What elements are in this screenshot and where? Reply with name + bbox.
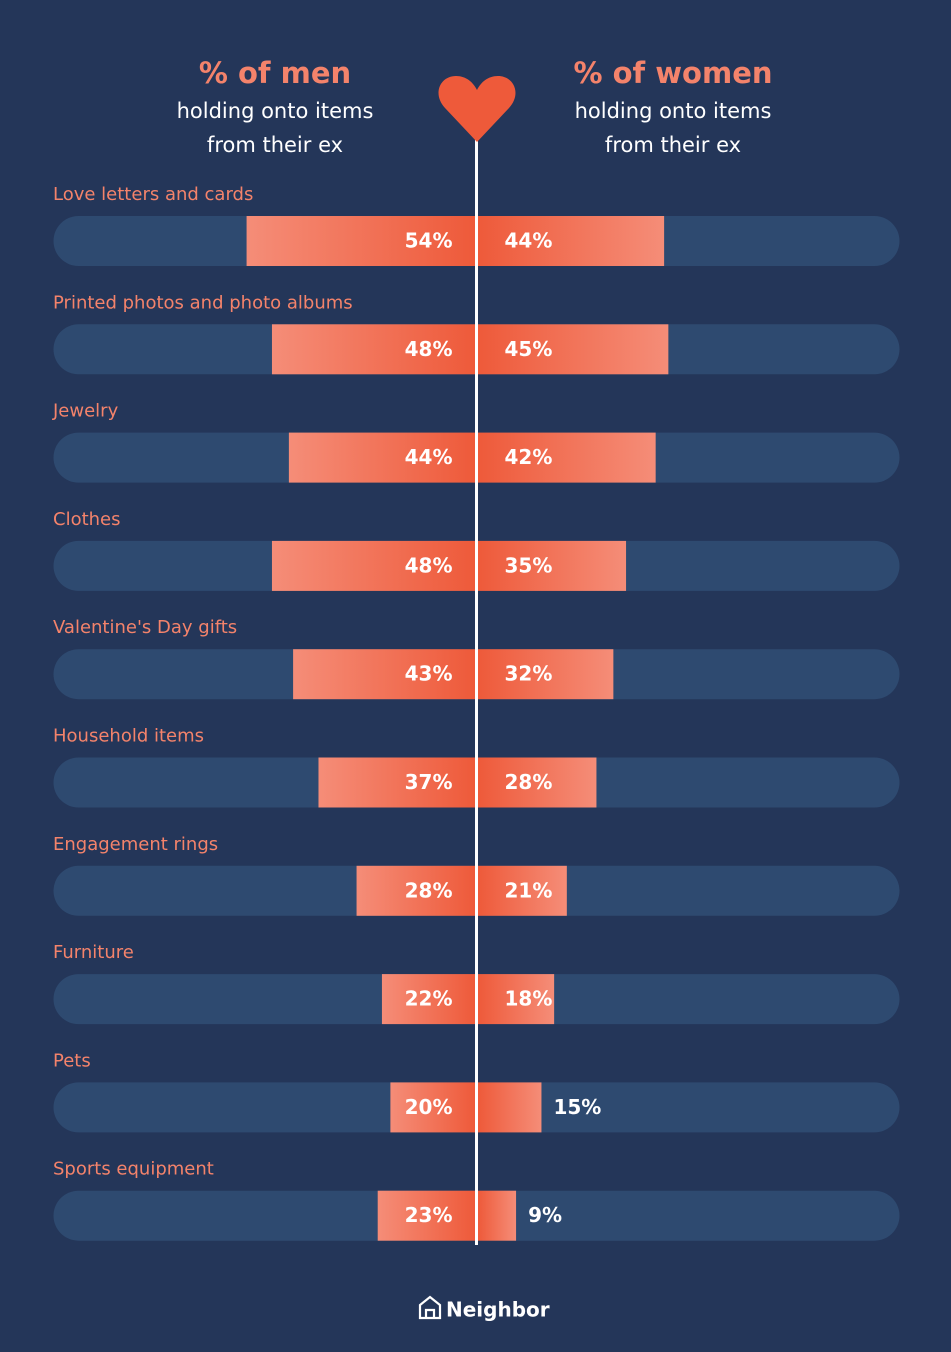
men-bar [293, 649, 475, 700]
women-bar [478, 1082, 542, 1133]
category-label: Clothes [53, 509, 121, 530]
women-bar [478, 649, 614, 700]
category-label: Jewelry [52, 401, 119, 422]
men-value-label: 37% [405, 770, 453, 794]
category-label: Pets [53, 1050, 91, 1071]
category-label: Valentine's Day gifts [53, 617, 237, 638]
men-bar [271, 324, 475, 375]
women-bar [478, 757, 597, 808]
men-bar [246, 216, 475, 266]
women-bar [478, 865, 567, 916]
men-bar [381, 974, 475, 1025]
brand: Neighbor [446, 1298, 550, 1322]
women-bar [478, 216, 665, 266]
men-value-label: 48% [405, 553, 453, 577]
men-value-label: 43% [405, 662, 453, 686]
men-bar [318, 757, 475, 808]
category-label: Engagement rings [53, 834, 218, 855]
women-value-label: 32% [505, 662, 553, 686]
women-value-label: 28% [505, 770, 553, 794]
category-label: Love letters and cards [53, 184, 253, 205]
men-value-label: 54% [405, 229, 453, 253]
logo-icon [418, 1295, 442, 1320]
men-subheader: holding onto items [177, 99, 374, 123]
men-header: % of men [199, 56, 351, 90]
men-value-label: 20% [405, 1095, 453, 1119]
men-bar [390, 1082, 475, 1133]
women-value-label: 44% [505, 229, 553, 253]
women-value-label: 35% [505, 553, 553, 577]
women-value-label: 21% [505, 878, 553, 902]
women-value-label: 9% [528, 1203, 562, 1227]
men-bar [356, 865, 475, 916]
women-subheader: from their ex [605, 133, 741, 157]
men-bar [271, 540, 475, 591]
men-value-label: 28% [405, 878, 453, 902]
women-bar [478, 324, 669, 375]
heart-icon [438, 76, 516, 142]
men-bar [288, 432, 475, 483]
bars [246, 216, 669, 1241]
women-value-label: 15% [553, 1095, 601, 1119]
men-value-label: 23% [405, 1203, 453, 1227]
men-value-label: 22% [405, 987, 453, 1011]
category-label: Household items [53, 726, 204, 747]
women-value-label: 18% [505, 987, 553, 1011]
women-bar [478, 432, 656, 483]
men-subheader: from their ex [207, 133, 343, 157]
women-value-label: 45% [505, 337, 553, 361]
men-bar [377, 1190, 475, 1241]
women-bar [478, 540, 627, 591]
women-bar [478, 974, 555, 1025]
logo: Neighbor [418, 1295, 550, 1322]
category-label: Furniture [53, 942, 134, 963]
men-value-label: 44% [405, 445, 453, 469]
category-label: Sports equipment [53, 1159, 214, 1180]
category-label: Printed photos and photo albums [53, 292, 353, 313]
men-value-label: 48% [405, 337, 453, 361]
women-value-label: 42% [505, 445, 553, 469]
women-bar [478, 1190, 517, 1241]
women-subheader: holding onto items [575, 99, 772, 123]
women-header: % of women [573, 56, 772, 90]
